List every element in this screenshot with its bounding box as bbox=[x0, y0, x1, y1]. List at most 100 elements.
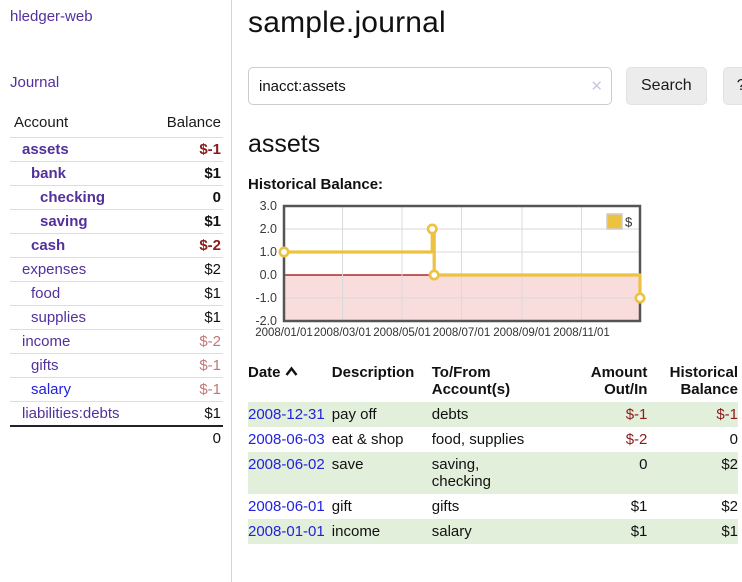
account-name-cell: gifts bbox=[10, 353, 148, 378]
sidebar: hledger-web Journal Account Balance asse… bbox=[0, 0, 232, 582]
transaction-balance: $2 bbox=[721, 498, 738, 515]
account-row: checking 0 bbox=[10, 185, 223, 210]
account-balance: $1 bbox=[147, 401, 223, 426]
app-brand-link[interactable]: hledger-web bbox=[10, 8, 93, 25]
account-balance: $1 bbox=[147, 281, 223, 306]
transaction-row: 2008-06-03 eat & shop food, supplies $-2 0 bbox=[248, 427, 738, 452]
account-balance: $1 bbox=[147, 209, 223, 234]
sidebar-accounts-body: assets $-1 bank $1 checking 0 saving $1 cash $-2 e… bbox=[10, 137, 223, 426]
sidebar-account-link-expenses[interactable]: expenses bbox=[22, 261, 87, 278]
account-row: expenses $2 bbox=[10, 257, 223, 282]
sidebar-account-link-liabilities-debts[interactable]: liabilities:debts bbox=[22, 405, 120, 422]
sidebar-item-journal[interactable]: Journal bbox=[10, 74, 60, 91]
transaction-amount: $-2 bbox=[625, 431, 648, 448]
transaction-date-link[interactable]: 2008-06-02 bbox=[248, 456, 325, 473]
sidebar-account-link-supplies[interactable]: supplies bbox=[31, 309, 87, 326]
transaction-description: save bbox=[331, 452, 432, 494]
transaction-amount: $1 bbox=[630, 498, 648, 515]
account-name-cell: checking bbox=[10, 185, 148, 210]
sidebar-account-link-food[interactable]: food bbox=[31, 285, 61, 302]
transaction-date-cell: 2008-12-31 bbox=[248, 402, 332, 427]
accounts-header-balance: Balance bbox=[166, 114, 221, 131]
transaction-accounts: gifts bbox=[431, 498, 460, 515]
account-balance: $-2 bbox=[147, 329, 223, 354]
accounts-table: Account Balance assets $-1 bank $1 checking 0… bbox=[10, 110, 223, 450]
account-row: gifts $-1 bbox=[10, 353, 223, 378]
account-balance: $1 bbox=[147, 305, 223, 330]
account-row: cash $-2 bbox=[10, 233, 223, 258]
register-column-header[interactable]: Date bbox=[248, 362, 332, 402]
transaction-date-link[interactable]: 2008-06-01 bbox=[248, 498, 325, 515]
account-name-cell: food bbox=[10, 281, 148, 306]
transaction-amount: $-1 bbox=[562, 402, 648, 427]
account-balance: 0 bbox=[147, 185, 223, 210]
account-name-cell: salary bbox=[10, 377, 148, 402]
transaction-balance: $-1 bbox=[647, 402, 738, 427]
svg-text:$: $ bbox=[625, 215, 633, 230]
account-name-cell: cash bbox=[10, 233, 148, 258]
accounts-total-value: 0 bbox=[147, 425, 223, 450]
main-content: sample.journal ✕ Search ? assets Histori… bbox=[248, 0, 742, 544]
transaction-amount: $1 bbox=[562, 519, 648, 544]
historical-balance-chart: 3.0 2.0 1.0 0.0 -1.0 -2.0 2008/01/01 2008/03/01… bbox=[248, 199, 742, 348]
account-row: salary $-1 bbox=[10, 377, 223, 402]
account-row: bank $1 bbox=[10, 161, 223, 186]
register-table: Date Description To/From Account(s) Amount … bbox=[248, 362, 738, 544]
accounts-header-account: Account bbox=[14, 114, 69, 131]
account-balance: $1 bbox=[147, 161, 223, 186]
register-column-header: Amount Out/In bbox=[590, 364, 648, 398]
register-column-header: To/From Account(s) bbox=[431, 364, 511, 398]
transaction-row: 2008-06-01 gift gifts $1 $2 bbox=[248, 494, 738, 519]
transaction-row: 2008-12-31 pay off debts $-1 $-1 bbox=[248, 402, 738, 427]
sidebar-account-link-cash[interactable]: cash bbox=[31, 237, 66, 254]
search-form: ✕ Search ? bbox=[248, 67, 742, 105]
transaction-amount: 0 bbox=[562, 452, 648, 494]
svg-text:3.0: 3.0 bbox=[260, 201, 277, 213]
sidebar-account-link-income[interactable]: income bbox=[22, 333, 71, 350]
search-input[interactable] bbox=[248, 67, 612, 105]
transaction-accounts: saving, checking bbox=[431, 452, 563, 494]
transaction-date-link[interactable]: 2008-06-03 bbox=[248, 431, 325, 448]
transaction-date-link[interactable]: 2008-01-01 bbox=[248, 523, 325, 540]
account-row: saving $1 bbox=[10, 209, 223, 234]
register-column-header: Historical Balance bbox=[669, 364, 738, 398]
svg-text:-1.0: -1.0 bbox=[255, 291, 277, 305]
chart-title: Historical Balance: bbox=[248, 176, 384, 193]
help-button[interactable]: ? bbox=[722, 67, 742, 105]
sidebar-account-link-checking[interactable]: checking bbox=[40, 189, 106, 206]
transaction-balance: $1 bbox=[647, 519, 738, 544]
accounts-total-spacer bbox=[10, 425, 148, 450]
register-column-header: Description bbox=[331, 364, 415, 381]
transaction-accounts: salary bbox=[431, 519, 563, 544]
svg-text:2008/11/01: 2008/11/01 bbox=[553, 327, 610, 339]
svg-text:2008/01/01: 2008/01/01 bbox=[255, 327, 313, 339]
sidebar-account-link-saving[interactable]: saving bbox=[40, 213, 88, 230]
transaction-date-cell: 2008-01-01 bbox=[248, 519, 332, 544]
svg-text:0.0: 0.0 bbox=[260, 268, 277, 282]
account-row: assets $-1 bbox=[10, 137, 223, 162]
account-heading: assets bbox=[248, 130, 321, 158]
svg-text:1.0: 1.0 bbox=[260, 245, 277, 259]
accounts-total-row: 0 bbox=[10, 425, 223, 450]
svg-text:2008/09/01: 2008/09/01 bbox=[493, 327, 551, 339]
search-box: ✕ bbox=[248, 67, 612, 105]
sidebar-account-link-salary[interactable]: salary bbox=[31, 381, 72, 398]
page-title: sample.journal bbox=[248, 6, 446, 39]
transaction-balance: 0 bbox=[729, 431, 738, 448]
transaction-description: eat & shop bbox=[331, 431, 404, 448]
clear-search-icon[interactable]: ✕ bbox=[590, 78, 603, 95]
transaction-row: 2008-06-02 save saving, checking 0 $2 bbox=[248, 452, 738, 494]
transaction-date-link[interactable]: 2008-12-31 bbox=[248, 406, 325, 423]
search-button[interactable]: Search bbox=[626, 67, 707, 105]
sidebar-account-link-gifts[interactable]: gifts bbox=[31, 357, 59, 374]
sidebar-account-link-bank[interactable]: bank bbox=[31, 165, 67, 182]
transaction-description: income bbox=[331, 519, 432, 544]
account-row: income $-2 bbox=[10, 329, 223, 354]
account-name-cell: supplies bbox=[10, 305, 148, 330]
svg-text:2.0: 2.0 bbox=[260, 222, 277, 236]
account-balance: $-2 bbox=[147, 233, 223, 258]
account-balance: $-1 bbox=[147, 137, 223, 162]
sidebar-account-link-assets[interactable]: assets bbox=[22, 141, 69, 158]
account-balance: $-1 bbox=[147, 377, 223, 402]
